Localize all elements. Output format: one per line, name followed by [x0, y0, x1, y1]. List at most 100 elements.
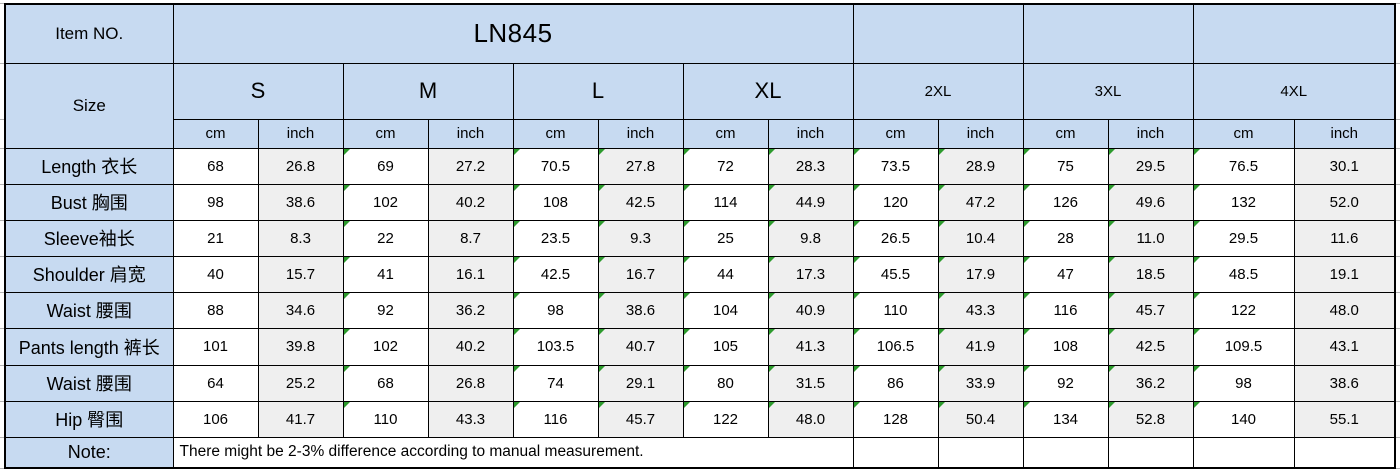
table-cell: 23.5 — [512, 219, 599, 257]
table-cell: 26.8 — [257, 147, 344, 185]
unit-inch-header: inch — [257, 118, 344, 149]
text-as-number-indicator-icon — [854, 329, 861, 336]
text-as-number-indicator-icon — [344, 185, 351, 192]
table-cell: 48.5 — [1192, 255, 1295, 293]
unit-cm-header: cm — [682, 118, 769, 149]
table-cell: 40.2 — [427, 183, 514, 221]
table-cell: 103.5 — [512, 327, 599, 366]
table-cell: 102 — [342, 183, 429, 221]
text-as-number-indicator-icon — [854, 221, 861, 228]
text-as-number-indicator-icon — [939, 293, 946, 300]
table-cell: 44.9 — [767, 183, 854, 221]
table-cell: 27.2 — [427, 147, 514, 185]
table-cell: 116 — [1022, 291, 1109, 329]
table-cell: 28 — [1022, 219, 1109, 257]
unit-cm-header: cm — [512, 118, 599, 149]
empty-cell — [1192, 436, 1295, 469]
gridline-stub — [1396, 148, 1400, 149]
text-as-number-indicator-icon — [344, 366, 351, 373]
table-cell: 9.8 — [767, 219, 854, 257]
size-chart-table: Item NO. LN845 Size S M L XL 2XL 3XL 4XL cm inc… — [4, 3, 1396, 469]
table-row: Bust 胸围 98 38.6 102 40.2 108 42.5 114 44.9 120 47.… — [4, 183, 1396, 221]
size-header-3xl: 3XL — [1022, 62, 1194, 120]
text-as-number-indicator-icon — [684, 366, 691, 373]
text-as-number-indicator-icon — [599, 366, 606, 373]
empty-cell — [852, 436, 939, 469]
size-header-m: M — [342, 62, 514, 120]
text-as-number-indicator-icon — [599, 149, 606, 156]
table-cell: 40 — [172, 255, 259, 293]
text-as-number-indicator-icon — [344, 293, 351, 300]
gridline-stub — [0, 3, 4, 4]
table-cell: 11.6 — [1293, 219, 1396, 257]
text-as-number-indicator-icon — [344, 257, 351, 264]
table-cell: 19.1 — [1293, 255, 1396, 293]
table-cell: 43.1 — [1293, 327, 1396, 366]
gridline-stub — [1396, 184, 1400, 185]
table-cell: 16.7 — [597, 255, 684, 293]
table-cell: 41.7 — [257, 400, 344, 438]
table-row: Waist 腰围 64 25.2 68 26.8 74 29.1 80 31.5 86 33.9 92… — [4, 364, 1396, 402]
text-as-number-indicator-icon — [514, 366, 521, 373]
text-as-number-indicator-icon — [939, 257, 946, 264]
unit-inch-header: inch — [1107, 118, 1194, 149]
table-cell: 92 — [1022, 364, 1109, 402]
text-as-number-indicator-icon — [769, 149, 776, 156]
table-cell: 42.5 — [512, 255, 599, 293]
gridline-stub — [1396, 468, 1400, 469]
text-as-number-indicator-icon — [1109, 257, 1116, 264]
table-cell: 22 — [342, 219, 429, 257]
text-as-number-indicator-icon — [854, 185, 861, 192]
table-cell: 38.6 — [257, 183, 344, 221]
table-cell: 38.6 — [1293, 364, 1396, 402]
text-as-number-indicator-icon — [1024, 293, 1031, 300]
table-cell: 70.5 — [512, 147, 599, 185]
table-cell: 52.8 — [1107, 400, 1194, 438]
gridline-stub — [1396, 63, 1400, 64]
gridline-stub — [1396, 365, 1400, 366]
text-as-number-indicator-icon — [854, 366, 861, 373]
table-cell: 120 — [852, 183, 939, 221]
size-header-s: S — [172, 62, 344, 120]
text-as-number-indicator-icon — [514, 402, 521, 409]
table-cell: 134 — [1022, 400, 1109, 438]
gridline-stub — [1396, 220, 1400, 221]
text-as-number-indicator-icon — [1024, 149, 1031, 156]
table-cell: 31.5 — [767, 364, 854, 402]
text-as-number-indicator-icon — [599, 293, 606, 300]
table-cell: 140 — [1192, 400, 1295, 438]
table-cell: 42.5 — [597, 183, 684, 221]
text-as-number-indicator-icon — [344, 149, 351, 156]
table-row: Shoulder 肩宽 40 15.7 41 16.1 42.5 16.7 44 17.3 45.… — [4, 255, 1396, 293]
table-cell: 68 — [342, 364, 429, 402]
table-cell: 41.9 — [937, 327, 1024, 366]
table-cell: 36.2 — [427, 291, 514, 329]
text-as-number-indicator-icon — [684, 402, 691, 409]
text-as-number-indicator-icon — [344, 402, 351, 409]
table-cell: 98 — [512, 291, 599, 329]
table-cell: 47 — [1022, 255, 1109, 293]
table-cell: 68 — [172, 147, 259, 185]
item-no-value: LN845 — [172, 3, 854, 64]
row-label: Length 衣长 — [4, 147, 174, 185]
table-cell: 42.5 — [1107, 327, 1194, 366]
text-as-number-indicator-icon — [1024, 185, 1031, 192]
unit-cm-header: cm — [172, 118, 259, 149]
table-cell: 52.0 — [1293, 183, 1396, 221]
table-row: Pants length 裤长 101 39.8 102 40.2 103.5 40.7 10… — [4, 327, 1396, 366]
unit-inch-header: inch — [427, 118, 514, 149]
gridline-stub — [1396, 437, 1400, 438]
text-as-number-indicator-icon — [514, 329, 521, 336]
text-as-number-indicator-icon — [939, 329, 946, 336]
text-as-number-indicator-icon — [939, 149, 946, 156]
text-as-number-indicator-icon — [1194, 329, 1201, 336]
note-text: There might be 2-3% difference according… — [172, 436, 854, 469]
table-cell: 48.0 — [1293, 291, 1396, 329]
gridline-stub — [0, 328, 4, 329]
text-as-number-indicator-icon — [599, 402, 606, 409]
unit-header-row: cm inch cm inch cm inch cm inch cm inch cm inch cm in… — [5, 118, 1396, 149]
note-row: Note: There might be 2-3% difference acc… — [4, 436, 1396, 469]
table-cell: 106 — [172, 400, 259, 438]
row-label: Sleeve袖长 — [4, 219, 174, 257]
text-as-number-indicator-icon — [1194, 293, 1201, 300]
